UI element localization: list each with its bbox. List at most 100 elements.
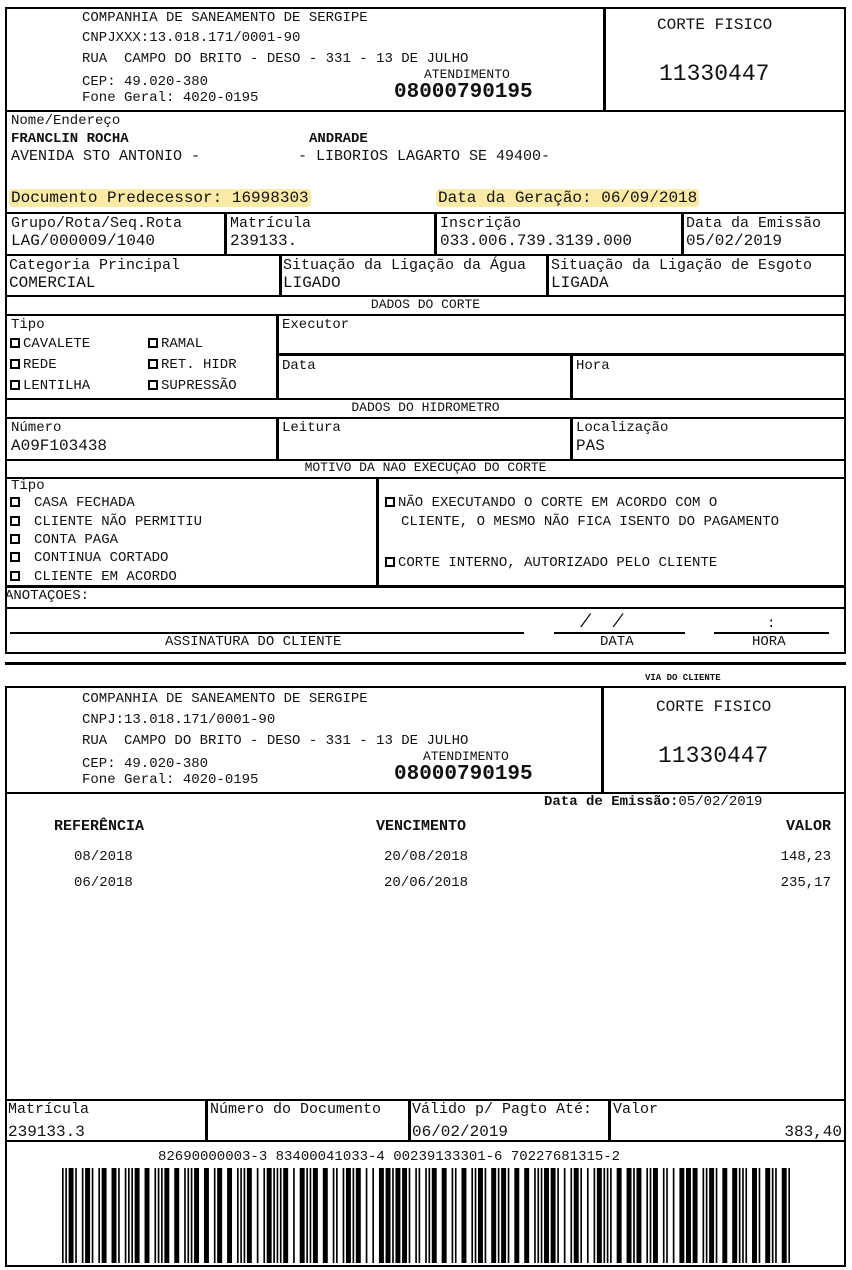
checkbox-conta-paga[interactable]: CONTA PAGA xyxy=(10,533,118,547)
barcode-bar xyxy=(306,1168,308,1263)
footer-matricula-value: 239133.3 xyxy=(8,1123,85,1141)
barcode-bar xyxy=(441,1168,447,1263)
checkbox-lentilha[interactable]: LENTILHA xyxy=(10,379,90,393)
leitura-label[interactable]: Leitura xyxy=(282,420,341,436)
barcode-bar xyxy=(81,1168,84,1263)
customer-address-2: - LIBORIOS LAGARTO SE 49400- xyxy=(298,148,551,165)
hora-label[interactable]: Hora xyxy=(576,358,610,374)
checkbox-cavalete[interactable]: CAVALETE xyxy=(10,337,90,351)
customer-address-1: AVENIDA STO ANTONIO - xyxy=(11,148,201,165)
barcode-bar xyxy=(124,1168,127,1263)
checkbox-casa-fechada[interactable]: CASA FECHADA xyxy=(10,496,135,510)
footer-valido-value: 06/02/2019 xyxy=(412,1123,509,1141)
row-vencimento: 20/06/2018 xyxy=(384,875,469,891)
checkbox-continua-cortado[interactable]: CONTINUA CORTADO xyxy=(10,551,168,565)
barcode-bar xyxy=(461,1168,467,1263)
numero-value: A09F103438 xyxy=(11,437,108,455)
checkbox-ramal[interactable]: RAMAL xyxy=(148,337,203,351)
barcode-bar xyxy=(573,1168,579,1263)
barcode-bar xyxy=(312,1168,318,1263)
checkbox-ret-hidr[interactable]: RET. HIDR xyxy=(148,358,237,372)
barcode-bar xyxy=(68,1168,74,1263)
data-slashes: / / xyxy=(580,613,624,633)
barcode-bar xyxy=(418,1168,421,1263)
barcode-bar xyxy=(626,1168,632,1263)
barcode-bar xyxy=(402,1168,408,1263)
data-label[interactable]: Data xyxy=(282,358,316,374)
checkbox-acordo[interactable]: NÃO EXECUTANDO O CORTE EM ACORDO COM O xyxy=(385,496,717,510)
barcode-bar xyxy=(742,1168,744,1263)
anotacoes-label[interactable]: ANOTAÇOES: xyxy=(5,588,90,604)
cnpj-2: CNPJ:13.018.171/0001-90 xyxy=(82,712,276,728)
barcode-bar xyxy=(722,1168,728,1263)
corte-title: DADOS DO CORTE xyxy=(370,297,481,312)
footer-valor-label: Valor xyxy=(613,1101,659,1118)
barcode-bar xyxy=(332,1168,335,1263)
barcode-bar xyxy=(154,1168,157,1263)
barcode-bar xyxy=(246,1168,252,1263)
checkbox-cliente-em-acordo[interactable]: CLIENTE EM ACORDO xyxy=(10,570,177,584)
barcode-bar xyxy=(765,1168,771,1263)
barcode-bar xyxy=(395,1168,401,1263)
barcode-bar xyxy=(471,1168,474,1263)
checkbox-corte-interno[interactable]: CORTE INTERNO, AUTORIZADO PELO CLIENTE xyxy=(385,556,717,570)
agua-value: LIGADO xyxy=(283,274,341,292)
barcode-bar xyxy=(279,1168,282,1263)
predecessor-document: Documento Predecessor: 16998303 xyxy=(9,189,311,207)
barcode-bar xyxy=(606,1168,609,1263)
barcode-bar xyxy=(771,1168,774,1263)
row-referencia: 08/2018 xyxy=(74,849,133,865)
barcode-bar xyxy=(586,1168,589,1263)
barcode-bar xyxy=(190,1168,193,1263)
barcode-bar xyxy=(557,1168,559,1263)
barcode-bar xyxy=(596,1168,602,1263)
barcode-bar xyxy=(428,1168,431,1263)
barcode-bar xyxy=(501,1168,507,1263)
barcode-bar xyxy=(263,1168,266,1263)
barcode-bar xyxy=(299,1168,305,1263)
emissao-value: 05/02/2019 xyxy=(686,232,783,250)
barcode-bar xyxy=(649,1168,652,1263)
signature-data-label: DATA xyxy=(600,634,634,650)
categoria-label: Categoria Principal xyxy=(9,257,181,274)
barcode-bar xyxy=(118,1168,120,1263)
barcode-bar xyxy=(732,1168,738,1263)
barcode-bar xyxy=(128,1168,130,1263)
barcode-bar xyxy=(672,1168,675,1263)
company-name: COMPANHIA DE SANEAMENTO DE SERGIPE xyxy=(82,10,368,26)
barcode-bar xyxy=(702,1168,705,1263)
barcode-bar xyxy=(203,1168,209,1263)
cep: CEP: 49.020-380 xyxy=(82,74,209,90)
barcode-bar xyxy=(161,1168,163,1263)
categoria-value: COMERCIAL xyxy=(9,274,96,292)
barcode-bar xyxy=(540,1168,543,1263)
localizacao-value: PAS xyxy=(576,437,605,455)
cut-line xyxy=(5,662,846,665)
barcode-bar xyxy=(187,1168,190,1263)
barcode-bar xyxy=(692,1168,698,1263)
barcode-bar xyxy=(273,1168,275,1263)
executor-label[interactable]: Executor xyxy=(282,317,350,333)
checkbox-cliente-nao-permitiu[interactable]: CLIENTE NÃO PERMITIU xyxy=(10,515,202,529)
localizacao-label: Localização xyxy=(576,420,669,436)
barcode-bar xyxy=(266,1168,272,1263)
barcode-bar xyxy=(194,1168,200,1263)
barcode-bar xyxy=(534,1168,536,1263)
barcode-bar xyxy=(616,1168,622,1263)
barcode-bar xyxy=(652,1168,658,1263)
checkbox-supressao[interactable]: SUPRESSÃO xyxy=(148,379,237,393)
barcode-bar xyxy=(752,1168,757,1263)
barcode-bar xyxy=(91,1168,94,1263)
matricula-value: 239133. xyxy=(230,232,298,250)
barcode-bar xyxy=(134,1168,140,1263)
barcode-bar xyxy=(603,1168,606,1263)
barcode-bar xyxy=(550,1168,556,1263)
customer-label: Nome/Endereço xyxy=(11,113,121,129)
matricula-label: Matrícula xyxy=(230,215,312,232)
barcode-bar xyxy=(781,1168,787,1263)
esgoto-value: LIGADA xyxy=(551,274,609,292)
checkbox-rede[interactable]: REDE xyxy=(10,358,57,372)
barcode-bar xyxy=(563,1168,566,1263)
barcode-bar xyxy=(745,1168,748,1263)
agua-label: Situação da Ligação da Água xyxy=(283,257,527,274)
